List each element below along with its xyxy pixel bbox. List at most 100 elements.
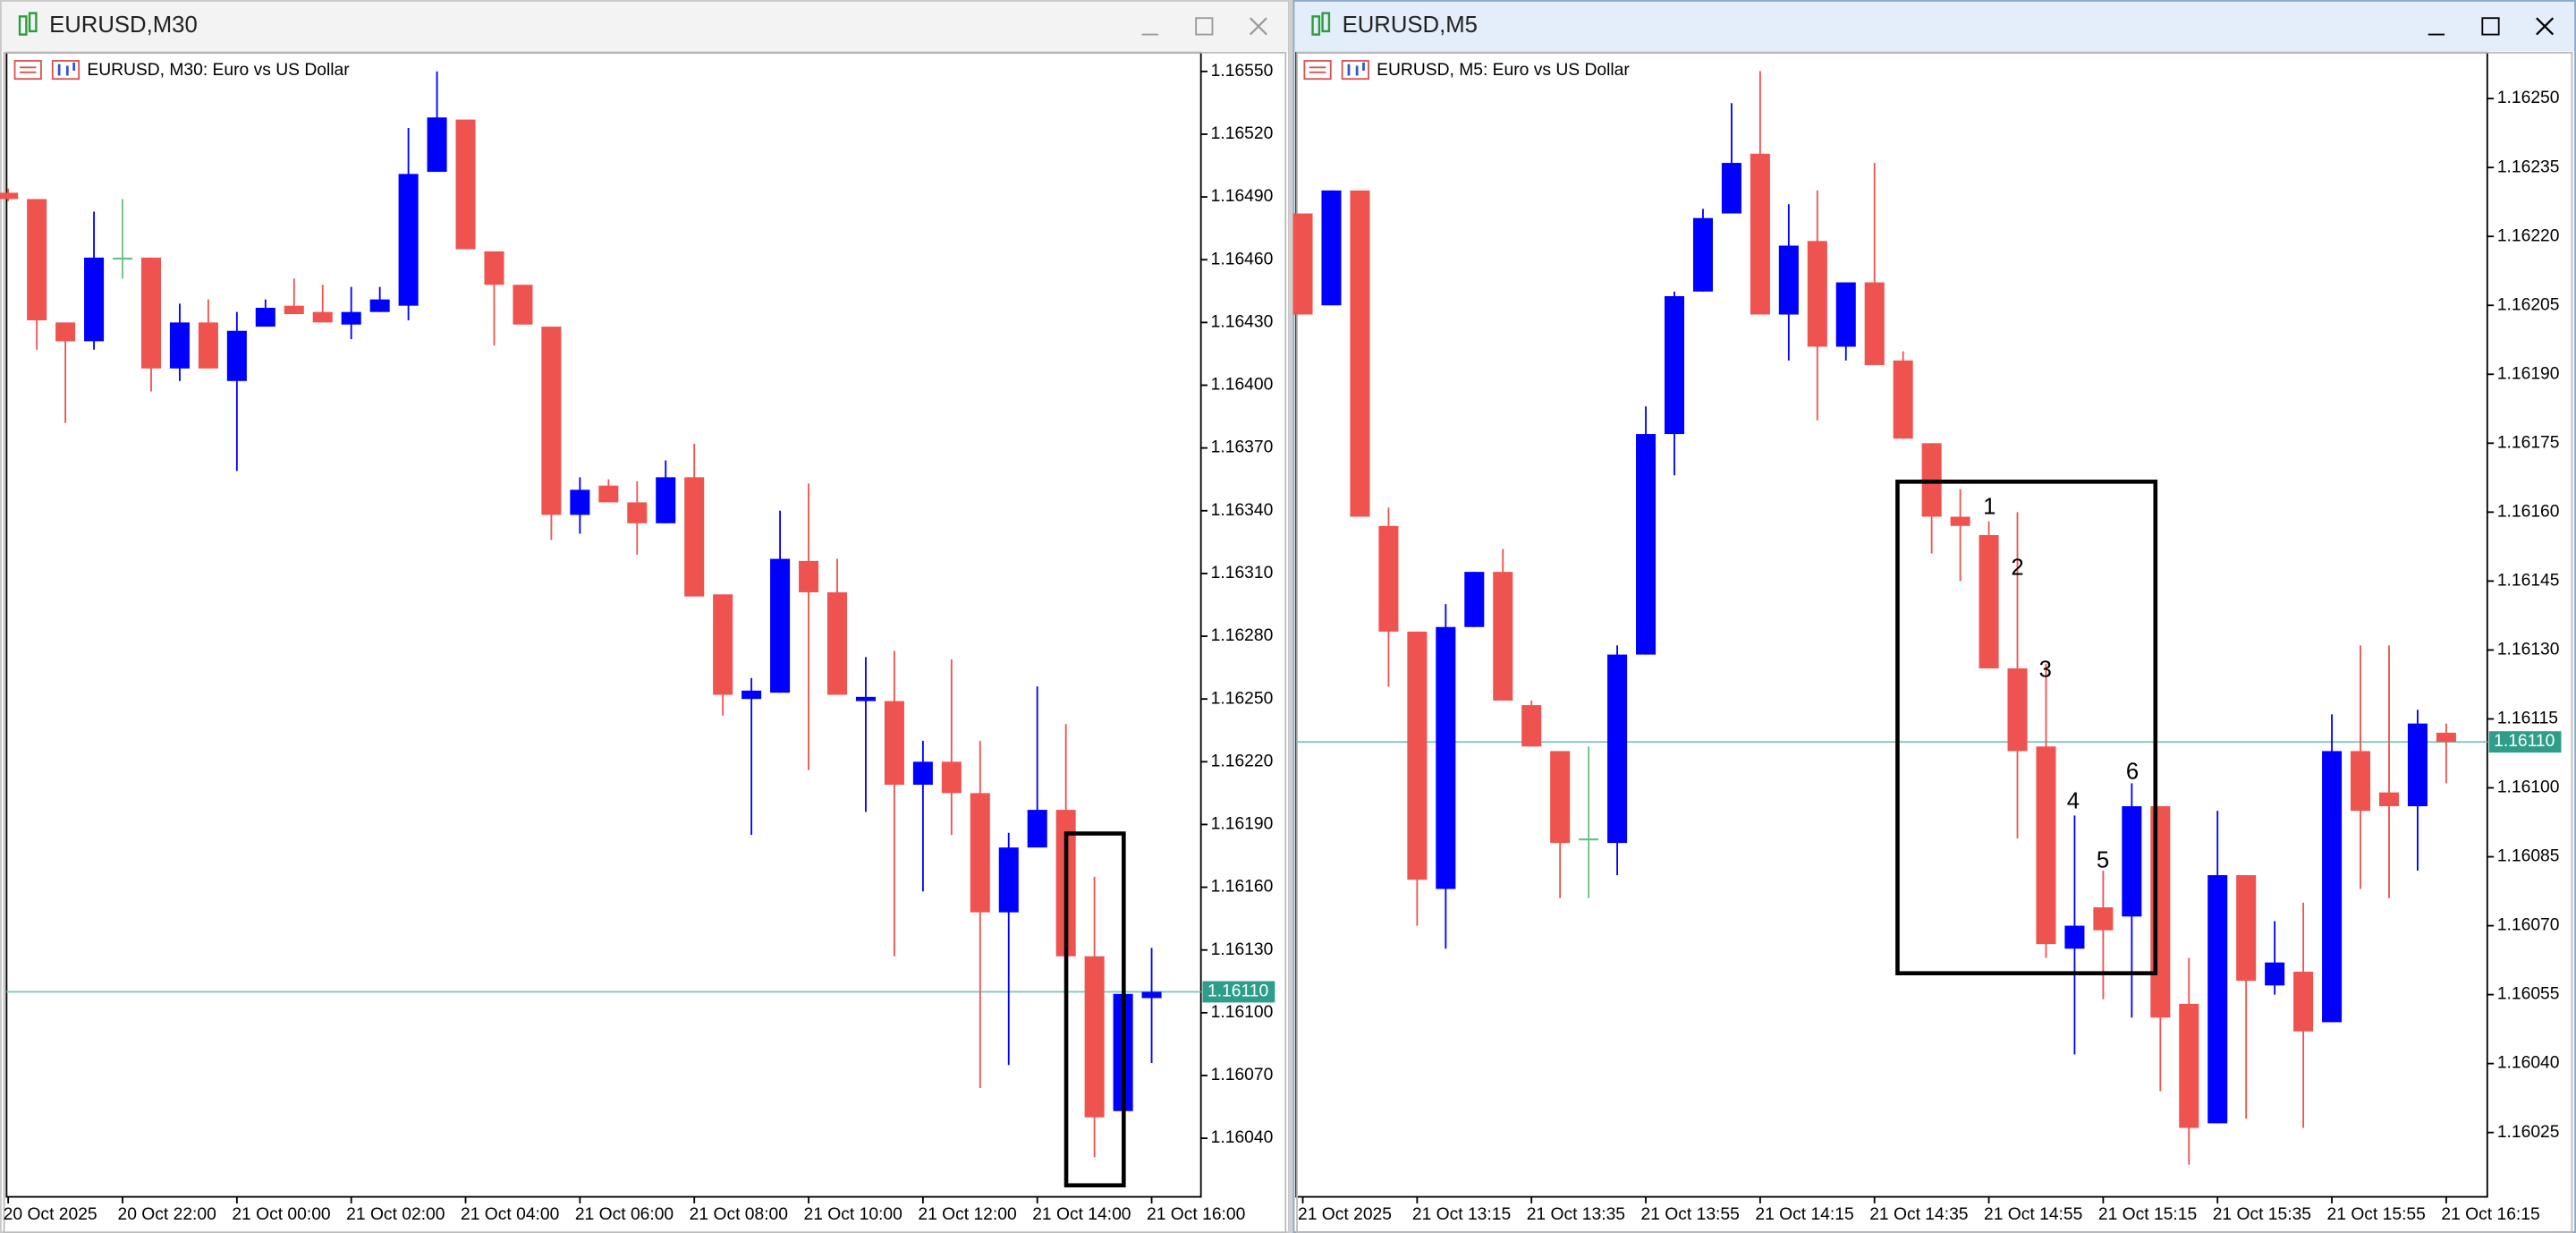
x-tick-label: 21 Oct 00:00 <box>232 1205 330 1224</box>
x-tick-label: 21 Oct 14:00 <box>1032 1205 1131 1224</box>
candle-body <box>2236 875 2257 982</box>
candle-body <box>1893 360 1913 439</box>
annotation: 5 <box>2097 848 2109 873</box>
x-tick-label: 21 Oct 06:00 <box>575 1205 674 1224</box>
annotation: 2 <box>2011 556 2023 581</box>
candle-body <box>1521 705 1542 747</box>
candle-body <box>1493 572 1513 701</box>
window-icon <box>28 12 38 33</box>
candle-body <box>2036 746 2056 945</box>
annotation: 3 <box>2039 657 2052 682</box>
x-tick-label: 21 Oct 2025 <box>1298 1205 1392 1224</box>
candle-body <box>284 305 304 315</box>
current-price-box <box>2488 731 2562 753</box>
title-bar <box>0 0 1290 51</box>
y-tick-label: 1.16100 <box>1211 1003 1274 1022</box>
x-tick-label: 21 Oct 04:00 <box>461 1205 559 1224</box>
candle-body <box>1321 190 1342 306</box>
candle-body <box>2322 751 2343 1023</box>
x-tick-label: 21 Oct 15:15 <box>2098 1205 2197 1224</box>
candle-body <box>1436 626 1456 889</box>
candle-body <box>369 299 390 312</box>
y-tick-label: 1.16130 <box>2497 641 2560 659</box>
y-tick-label: 1.16400 <box>1211 376 1274 395</box>
y-tick-label: 1.16055 <box>2497 985 2560 1004</box>
chart-title: EURUSD, M30: Euro vs US Dollar <box>87 61 350 80</box>
current-price-box <box>1202 981 1275 1003</box>
candle-body <box>1084 956 1105 1118</box>
candle-body <box>1378 525 1399 632</box>
maximize-button[interactable] <box>1195 17 1214 36</box>
candle-body <box>2265 962 2285 986</box>
candle-body <box>484 251 504 285</box>
candle-body <box>656 477 676 523</box>
x-tick-label: 21 Oct 14:35 <box>1869 1205 1968 1224</box>
y-tick-label: 1.16460 <box>1211 250 1274 268</box>
window-divider <box>1289 0 1293 1233</box>
x-tick-label: 21 Oct 15:35 <box>2213 1205 2311 1224</box>
chart-title: EURUSD, M5: Euro vs US Dollar <box>1377 61 1630 80</box>
candle-body <box>2436 732 2456 743</box>
annotation: 1 <box>1983 495 1996 520</box>
candle-body <box>27 199 47 321</box>
candle-body <box>1579 838 1599 841</box>
candle-body <box>198 322 218 369</box>
candle-body <box>255 308 275 327</box>
candle-body <box>2351 751 2371 812</box>
candle-body <box>1835 282 1856 347</box>
candle-body <box>598 485 619 503</box>
candle-body <box>570 489 590 515</box>
candle-body <box>684 477 705 597</box>
y-tick-label: 1.16235 <box>2497 157 2560 176</box>
chart-icon <box>1303 60 1332 81</box>
candle-body <box>1350 190 1370 517</box>
candle-body <box>1807 241 1827 347</box>
y-tick-label: 1.16550 <box>1211 62 1274 81</box>
candle-body <box>0 192 19 200</box>
candle-body <box>941 761 962 794</box>
candle-body <box>912 761 933 786</box>
y-tick-label: 1.16430 <box>1211 312 1274 331</box>
window[interactable]: EURUSD,M30 EURUSD, M30: Euro vs US Dollar… <box>0 0 1290 1233</box>
candle-body <box>627 502 648 523</box>
candle-body <box>113 257 133 260</box>
chart-icon <box>20 66 37 73</box>
candle-body <box>1550 751 1571 844</box>
close-button[interactable] <box>1249 17 1267 36</box>
y-tick-label: 1.16040 <box>2497 1054 2560 1073</box>
y-tick-label: 1.16040 <box>1211 1128 1274 1147</box>
y-tick-label: 1.16175 <box>2497 433 2560 452</box>
candle-body <box>2007 668 2028 752</box>
window-title: EURUSD,M30 <box>49 13 198 38</box>
window-icon <box>1311 15 1321 36</box>
x-tick-label: 21 Oct 14:55 <box>1984 1205 2082 1224</box>
candle-body <box>713 594 733 695</box>
x-tick-label: 20 Oct 22:00 <box>118 1205 216 1224</box>
y-tick-label: 1.16160 <box>2497 502 2560 521</box>
candle-body <box>998 847 1019 913</box>
candle-body <box>1864 282 1885 366</box>
drawn-rectangle <box>1895 480 2158 975</box>
y-tick-label: 1.16160 <box>1211 878 1274 897</box>
window-title: EURUSD,M5 <box>1343 13 1478 38</box>
candle-body <box>140 257 161 369</box>
chart-icon <box>1309 66 1326 73</box>
candle-body <box>1607 654 1628 844</box>
x-tick-label: 21 Oct 13:35 <box>1527 1205 1625 1224</box>
candle-body <box>2122 806 2142 917</box>
candle-body <box>84 257 105 342</box>
y-tick-label: 1.16310 <box>1211 564 1274 582</box>
candle-body <box>1636 434 1657 655</box>
y-tick-label: 1.16025 <box>2497 1123 2560 1142</box>
drawn-rectangle <box>1063 831 1126 1188</box>
maximize-button[interactable] <box>2481 17 2500 36</box>
close-button[interactable] <box>2536 17 2555 36</box>
x-tick-label: 21 Oct 14:15 <box>1755 1205 1853 1224</box>
candle-body <box>541 327 562 515</box>
y-tick-label: 1.16520 <box>1211 124 1274 143</box>
candle-body <box>1979 535 1999 668</box>
candle-body <box>312 311 333 323</box>
chart-icon <box>1347 62 1365 76</box>
window[interactable]: EURUSD,M5 EURUSD, M5: Euro vs US Dollar 1.… <box>1292 0 2576 1233</box>
